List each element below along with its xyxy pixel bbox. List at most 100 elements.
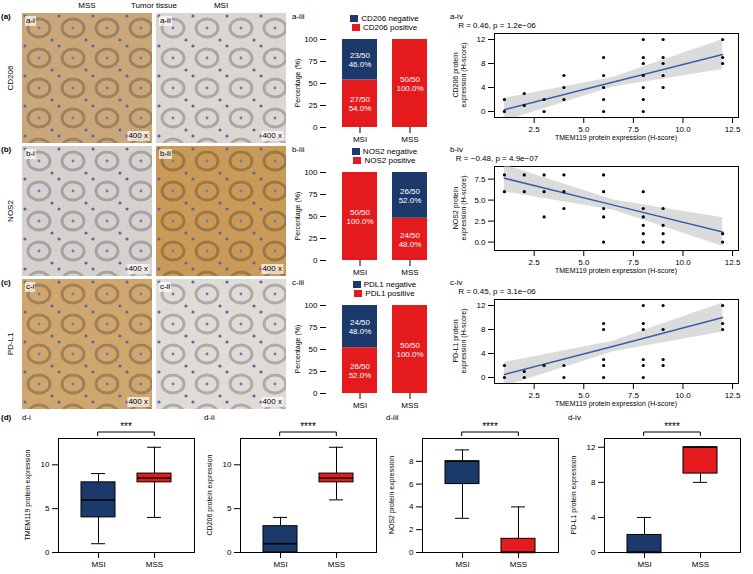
svg-text:6: 6 — [409, 480, 414, 489]
svg-text:MSS: MSS — [692, 560, 709, 569]
svg-text:****: **** — [482, 421, 498, 432]
svg-text:MSI: MSI — [455, 560, 469, 569]
svg-text:50: 50 — [309, 345, 318, 354]
svg-text:23/5046.0%: 23/5046.0% — [349, 51, 372, 69]
svg-text:5.0: 5.0 — [578, 258, 590, 267]
svg-text:PD-L1 proteinexpression (H-sco: PD-L1 proteinexpression (H-score) — [452, 309, 468, 374]
svg-text:12: 12 — [587, 443, 596, 452]
svg-text:8: 8 — [481, 59, 486, 68]
svg-text:50: 50 — [309, 79, 318, 88]
svg-text:2.5: 2.5 — [529, 125, 541, 134]
svg-text:25: 25 — [309, 101, 318, 110]
svg-text:CD206 proteinexpression (H-sco: CD206 proteinexpression (H-score) — [452, 43, 468, 108]
svg-text:7.5: 7.5 — [628, 258, 640, 267]
svg-text:26/5052.0%: 26/5052.0% — [349, 362, 372, 380]
svg-text:MSS: MSS — [146, 560, 163, 569]
svg-text:MSI: MSI — [353, 401, 367, 410]
svg-text:0: 0 — [409, 548, 414, 557]
svg-text:12: 12 — [477, 301, 486, 310]
svg-text:TMEM119 protein expression: TMEM119 protein expression — [24, 449, 32, 540]
svg-text:2.5: 2.5 — [474, 217, 486, 226]
svg-text:50/50100.0%: 50/50100.0% — [346, 208, 373, 226]
svg-text:2.5: 2.5 — [529, 258, 541, 267]
svg-text:10: 10 — [223, 460, 232, 469]
svg-text:100: 100 — [304, 35, 318, 44]
svg-text:7.5: 7.5 — [628, 125, 640, 134]
svg-text:27/5054.0%: 27/5054.0% — [349, 95, 372, 113]
svg-text:R = 0.45, p = 3.1e−06: R = 0.45, p = 3.1e−06 — [458, 287, 536, 296]
svg-text:7.5: 7.5 — [628, 391, 640, 400]
svg-text:10.0: 10.0 — [675, 391, 691, 400]
svg-text:0: 0 — [227, 548, 232, 557]
svg-text:0: 0 — [481, 373, 486, 382]
svg-text:75: 75 — [309, 323, 318, 332]
svg-text:R = −0.48, p = 4.9e−07: R = −0.48, p = 4.9e−07 — [456, 154, 539, 163]
svg-text:25: 25 — [309, 234, 318, 243]
svg-text:5.0: 5.0 — [578, 391, 590, 400]
svg-text:0: 0 — [45, 548, 50, 557]
svg-text:0: 0 — [591, 548, 596, 557]
svg-text:TMEM119 protein expression (H-: TMEM119 protein expression (H-score) — [555, 400, 677, 408]
svg-text:26/5052.0%: 26/5052.0% — [399, 187, 422, 205]
svg-text:12.5: 12.5 — [725, 391, 741, 400]
svg-text:5: 5 — [227, 504, 232, 513]
svg-text:10.0: 10.0 — [675, 125, 691, 134]
svg-text:TMEM119 protein expression (H-: TMEM119 protein expression (H-score) — [555, 134, 677, 142]
svg-text:75: 75 — [309, 57, 318, 66]
svg-text:50: 50 — [309, 212, 318, 221]
svg-text:24/5048.0%: 24/5048.0% — [349, 318, 372, 336]
svg-text:0: 0 — [313, 389, 318, 398]
svg-text:MSS: MSS — [401, 268, 418, 277]
svg-text:75: 75 — [309, 190, 318, 199]
svg-text:MSI: MSI — [91, 560, 105, 569]
svg-text:Percentage (%): Percentage (%) — [294, 59, 302, 108]
svg-text:0.0: 0.0 — [474, 238, 486, 247]
svg-text:***: *** — [120, 421, 132, 432]
svg-text:50/50100.0%: 50/50100.0% — [396, 75, 423, 93]
svg-text:MSS: MSS — [401, 401, 418, 410]
svg-text:100: 100 — [304, 301, 318, 310]
svg-text:MSI: MSI — [637, 560, 651, 569]
svg-text:0: 0 — [481, 107, 486, 116]
svg-text:****: **** — [300, 421, 316, 432]
svg-text:4: 4 — [409, 502, 414, 511]
svg-text:4: 4 — [591, 513, 596, 522]
svg-text:12.5: 12.5 — [725, 258, 741, 267]
svg-text:8: 8 — [409, 457, 414, 466]
svg-text:12: 12 — [477, 35, 486, 44]
svg-text:MSS: MSS — [510, 560, 527, 569]
svg-text:R = 0.46, p = 1.2e−06: R = 0.46, p = 1.2e−06 — [458, 21, 536, 30]
svg-text:12.5: 12.5 — [725, 125, 741, 134]
svg-text:8: 8 — [591, 478, 596, 487]
svg-text:PD-L1 protein expression: PD-L1 protein expression — [570, 455, 578, 534]
svg-text:Percentage (%): Percentage (%) — [294, 325, 302, 374]
svg-text:MSI: MSI — [353, 135, 367, 144]
svg-text:10.0: 10.0 — [675, 258, 691, 267]
svg-text:****: **** — [664, 421, 680, 432]
svg-text:CD206 protein expression: CD206 protein expression — [206, 454, 214, 535]
svg-text:2: 2 — [409, 525, 414, 534]
svg-text:TMEM119 protein expression (H-: TMEM119 protein expression (H-score) — [555, 267, 677, 275]
svg-text:7.5: 7.5 — [474, 175, 486, 184]
svg-text:2.5: 2.5 — [529, 391, 541, 400]
svg-text:Percentage (%): Percentage (%) — [294, 192, 302, 241]
svg-text:5.0: 5.0 — [578, 125, 590, 134]
svg-text:24/5048.0%: 24/5048.0% — [399, 231, 422, 249]
svg-text:50/50100.0%: 50/50100.0% — [396, 341, 423, 359]
svg-text:NOS2 protein expression: NOS2 protein expression — [388, 456, 396, 534]
svg-text:25: 25 — [309, 367, 318, 376]
svg-text:MSS: MSS — [401, 135, 418, 144]
svg-text:100: 100 — [304, 168, 318, 177]
svg-text:0: 0 — [313, 256, 318, 265]
svg-text:5.0: 5.0 — [474, 196, 486, 205]
svg-text:4: 4 — [481, 349, 486, 358]
svg-text:4: 4 — [481, 83, 486, 92]
svg-text:10: 10 — [41, 460, 50, 469]
svg-text:MSS: MSS — [328, 560, 345, 569]
svg-text:8: 8 — [481, 325, 486, 334]
svg-text:0: 0 — [313, 123, 318, 132]
svg-text:5: 5 — [45, 504, 50, 513]
svg-text:MSI: MSI — [353, 268, 367, 277]
svg-text:MSI: MSI — [273, 560, 287, 569]
svg-text:NOS2 proteinexpression (H-scor: NOS2 proteinexpression (H-score) — [452, 176, 468, 241]
